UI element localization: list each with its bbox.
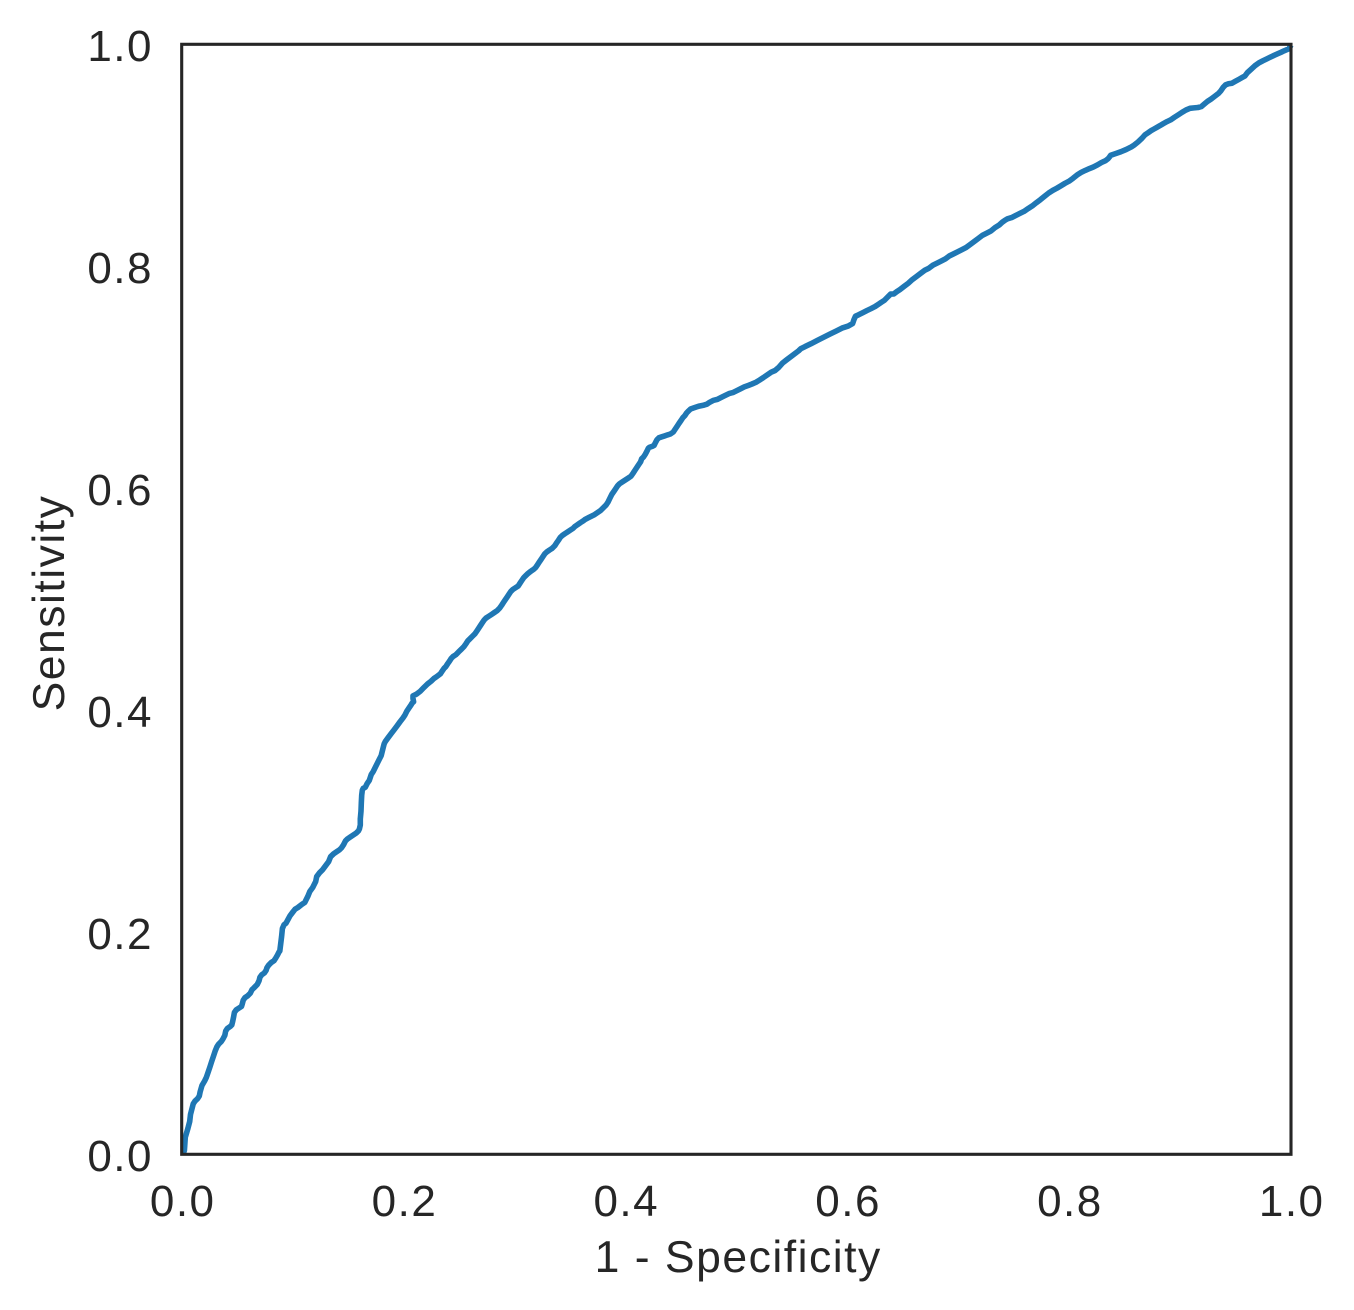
svg-text:0.4: 0.4: [593, 1177, 659, 1226]
svg-text:0.8: 0.8: [1037, 1177, 1103, 1226]
svg-text:0.6: 0.6: [87, 466, 153, 515]
svg-text:0.0: 0.0: [87, 1132, 153, 1181]
svg-text:Sensitivity: Sensitivity: [25, 495, 74, 712]
svg-text:1.0: 1.0: [1259, 1177, 1325, 1226]
svg-text:1.0: 1.0: [87, 22, 153, 71]
svg-text:0.2: 0.2: [87, 910, 153, 959]
svg-text:1 - Specificity: 1 - Specificity: [595, 1233, 882, 1282]
svg-text:0.6: 0.6: [815, 1177, 881, 1226]
svg-text:0.4: 0.4: [87, 688, 153, 737]
svg-text:0.2: 0.2: [372, 1177, 438, 1226]
svg-text:0.8: 0.8: [87, 244, 153, 293]
svg-text:0.0: 0.0: [150, 1177, 216, 1226]
